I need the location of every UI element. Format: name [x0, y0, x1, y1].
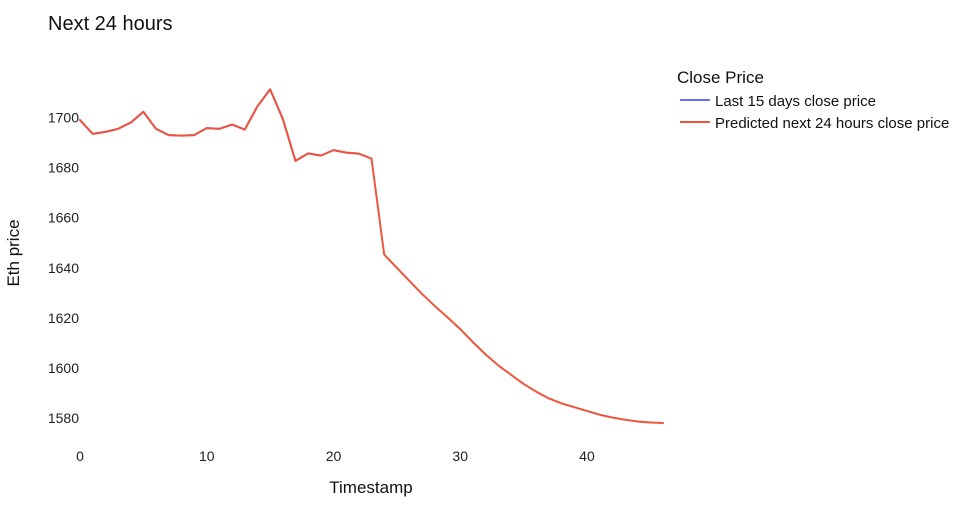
- y-tick-label: 1700: [48, 110, 79, 126]
- chart-title: Next 24 hours: [48, 13, 173, 35]
- y-axis-title: Eth price: [4, 219, 23, 286]
- x-tick-label: 30: [452, 448, 468, 464]
- x-tick-label: 10: [199, 448, 215, 464]
- y-tick-label: 1660: [48, 210, 79, 226]
- y-tick-label: 1680: [48, 160, 79, 176]
- legend-label: Last 15 days close price: [715, 93, 876, 110]
- y-tick-label: 1600: [48, 360, 79, 376]
- x-tick-label: 0: [76, 448, 84, 464]
- legend-item[interactable]: Last 15 days close price: [680, 93, 876, 110]
- x-tick-label: 40: [579, 448, 595, 464]
- legend: Close Price Last 15 days close price Pred…: [677, 68, 949, 132]
- y-axis-ticks: 1580 1600 1620 1640 1660 1680 1700: [48, 110, 79, 426]
- x-tick-label: 20: [326, 448, 342, 464]
- legend-label: Predicted next 24 hours close price: [715, 115, 949, 132]
- plot-area: [79, 88, 664, 424]
- legend-title: Close Price: [677, 68, 764, 87]
- x-axis-title: Timestamp: [329, 478, 412, 497]
- y-tick-label: 1620: [48, 310, 79, 326]
- y-tick-label: 1580: [48, 410, 79, 426]
- x-axis-ticks: 0 10 20 30 40: [76, 448, 595, 464]
- series-line-predicted-24-hours: [79, 88, 664, 424]
- legend-items: Last 15 days close price Predicted next 2…: [680, 93, 949, 132]
- legend-item[interactable]: Predicted next 24 hours close price: [680, 115, 949, 132]
- y-tick-label: 1640: [48, 260, 79, 276]
